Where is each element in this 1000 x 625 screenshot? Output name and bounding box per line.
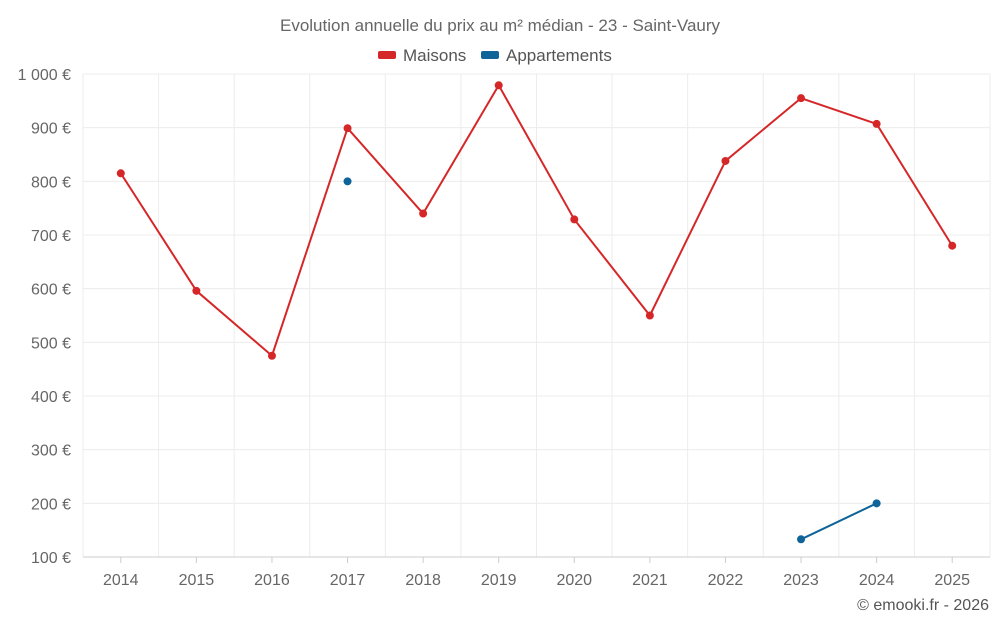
- series-appartements: [343, 177, 881, 544]
- data-point-maisons[interactable]: [645, 311, 654, 320]
- y-tick-label: 100 €: [31, 550, 71, 567]
- data-point-maisons[interactable]: [948, 241, 957, 250]
- data-point-maisons[interactable]: [494, 81, 503, 90]
- data-point-maisons[interactable]: [419, 209, 428, 218]
- x-tick-label: 2020: [556, 572, 592, 589]
- y-tick-label: 700 €: [31, 228, 71, 245]
- data-point-maisons[interactable]: [872, 119, 881, 128]
- data-point-maisons[interactable]: [192, 286, 201, 295]
- x-tick-label: 2022: [708, 572, 744, 589]
- y-axis-ticks: 100 € 200 € 300 € 400 € 500 € 600 € 700 € 800 €…: [18, 67, 71, 567]
- data-point-appartements[interactable]: [797, 535, 806, 544]
- legend-item-appartements[interactable]: Appartements: [481, 46, 612, 65]
- legend-swatch-maisons: [378, 51, 396, 59]
- x-tick-label: 2017: [330, 572, 366, 589]
- data-point-maisons[interactable]: [116, 169, 125, 178]
- y-tick-label: 600 €: [31, 282, 71, 299]
- x-axis-ticks: 2014 2015 2016 2017 2018 2019 2020 2021 2022 2023…: [103, 557, 970, 589]
- data-point-appartements[interactable]: [872, 499, 881, 508]
- data-point-maisons[interactable]: [721, 156, 730, 165]
- x-tick-label: 2014: [103, 572, 139, 589]
- x-tick-label: 2023: [783, 572, 819, 589]
- legend: Maisons Appartements: [378, 46, 612, 65]
- data-point-maisons[interactable]: [343, 124, 352, 133]
- y-tick-label: 500 €: [31, 335, 71, 352]
- data-point-maisons[interactable]: [797, 94, 806, 103]
- x-tick-label: 2016: [254, 572, 290, 589]
- y-tick-label: 1 000 €: [18, 67, 71, 84]
- data-point-appartements[interactable]: [343, 177, 352, 186]
- legend-item-maisons[interactable]: Maisons: [378, 46, 466, 65]
- series: [116, 81, 957, 544]
- y-tick-label: 300 €: [31, 443, 71, 460]
- series-maisons: [116, 81, 957, 360]
- grid: [82, 73, 991, 557]
- credit-text: © emooki.fr - 2026: [857, 597, 989, 614]
- data-point-maisons[interactable]: [267, 351, 276, 360]
- y-tick-label: 200 €: [31, 496, 71, 513]
- x-tick-label: 2024: [859, 572, 895, 589]
- x-tick-label: 2019: [481, 572, 517, 589]
- legend-label-appartements: Appartements: [506, 46, 612, 65]
- y-tick-label: 800 €: [31, 174, 71, 191]
- y-tick-label: 400 €: [31, 389, 71, 406]
- legend-label-maisons: Maisons: [403, 46, 466, 65]
- x-tick-label: 2018: [405, 572, 441, 589]
- series-line-appartements: [800, 502, 878, 541]
- x-tick-label: 2025: [934, 572, 970, 589]
- series-line-maisons: [119, 84, 954, 357]
- x-tick-label: 2021: [632, 572, 668, 589]
- legend-swatch-appartements: [481, 51, 499, 59]
- chart-title: Evolution annuelle du prix au m² médian …: [280, 16, 721, 35]
- y-tick-label: 900 €: [31, 121, 71, 138]
- data-point-maisons[interactable]: [570, 215, 579, 224]
- x-tick-label: 2015: [179, 572, 215, 589]
